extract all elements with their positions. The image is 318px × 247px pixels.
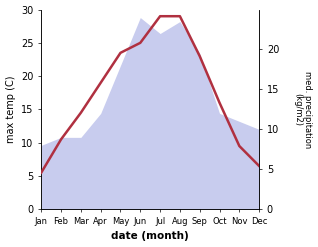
Y-axis label: med. precipitation
(kg/m2): med. precipitation (kg/m2) <box>293 71 313 148</box>
Y-axis label: max temp (C): max temp (C) <box>5 76 16 143</box>
X-axis label: date (month): date (month) <box>111 231 189 242</box>
